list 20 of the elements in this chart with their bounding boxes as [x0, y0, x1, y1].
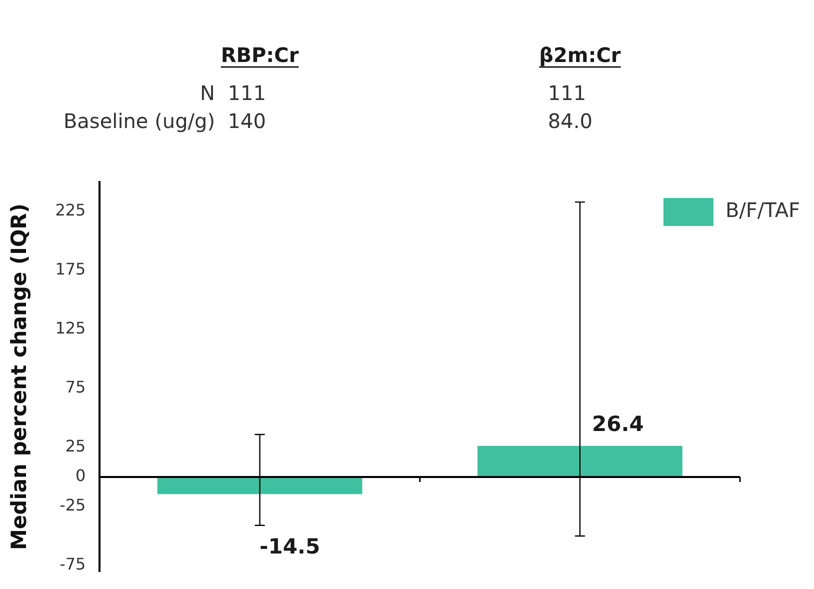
y-tick-label: 225 — [55, 200, 86, 220]
data-label: -14.5 — [260, 534, 320, 558]
text: N — [200, 81, 215, 105]
y-tick-label: 0 — [76, 466, 86, 486]
text: 111 — [228, 81, 266, 105]
y-tick-label: 125 — [55, 318, 86, 338]
x-tick-label: RBP:Cr — [220, 43, 299, 67]
text: 111 — [548, 81, 586, 105]
text: 84.0 — [548, 109, 592, 133]
y-tick-label: 75 — [65, 378, 86, 397]
y-tick-label: 175 — [55, 260, 86, 279]
x-tick-label: β2m:Cr — [539, 43, 621, 67]
y-tick-label: 25 — [65, 436, 86, 456]
text: Baseline (ug/g) — [63, 109, 215, 133]
data-label: 26.4 — [592, 412, 644, 436]
y-tick-label: -75 — [60, 554, 86, 574]
text: 140 — [228, 109, 266, 133]
legend-label: B/F/TAF — [725, 198, 800, 222]
y-tick-label: -25 — [60, 496, 86, 515]
y-axis-title: Median percent change (IQR) — [7, 203, 32, 550]
